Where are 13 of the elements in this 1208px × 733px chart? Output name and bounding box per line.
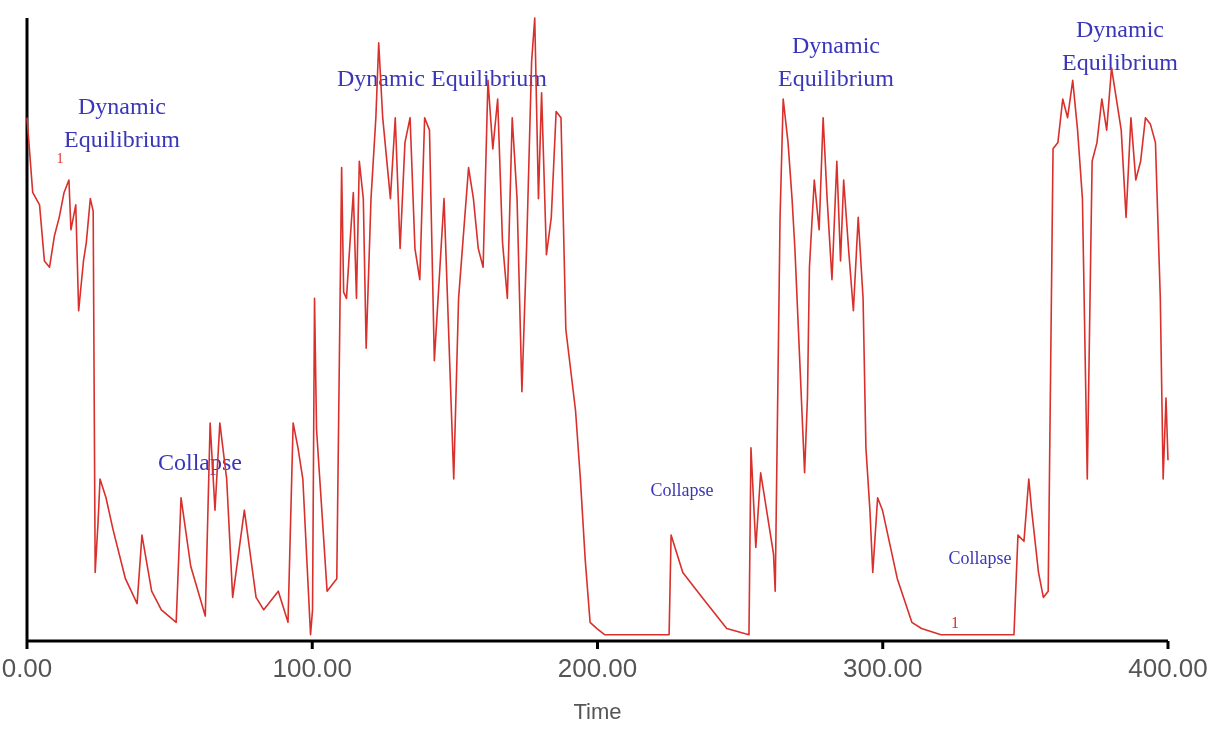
- x-tick-label: 100.00: [272, 653, 353, 683]
- x-tick-label: 300.00: [842, 653, 923, 683]
- x-tick-label: 200.00: [557, 653, 638, 683]
- annotation: Collapse: [650, 480, 714, 501]
- annotation: Dynamic Equilibrium: [1062, 15, 1179, 76]
- annotation: Collapse: [948, 548, 1012, 569]
- x-tick-label: 0.00: [1, 653, 53, 683]
- x-axis-title: Time: [573, 699, 622, 724]
- annotation: 1: [951, 613, 959, 631]
- annotation: Dynamic Equilibrium: [64, 92, 181, 153]
- annotation: 1: [56, 150, 64, 166]
- annotation: Dynamic Equilibrium: [778, 31, 895, 92]
- x-tick-label: 400.00: [1128, 653, 1208, 683]
